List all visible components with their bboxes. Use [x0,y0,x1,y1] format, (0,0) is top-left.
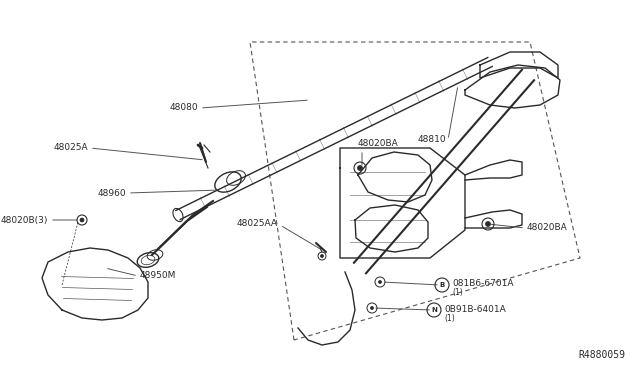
Circle shape [358,166,362,170]
Circle shape [378,280,381,283]
Text: 081B6-6701A: 081B6-6701A [452,279,513,289]
Text: 48020B(3): 48020B(3) [1,215,48,224]
Circle shape [371,307,374,310]
Text: B: B [440,282,445,288]
Text: 48960: 48960 [97,189,126,198]
Circle shape [486,221,490,227]
Circle shape [321,254,323,257]
Text: 48025AA: 48025AA [237,218,278,228]
Text: 48810: 48810 [417,135,446,144]
Text: 48080: 48080 [170,103,198,112]
Text: (1): (1) [444,314,455,323]
Text: 48025A: 48025A [53,144,88,153]
Text: R4880059: R4880059 [578,350,625,360]
Text: N: N [431,307,437,313]
Text: (1): (1) [452,289,463,298]
Circle shape [80,218,84,222]
Text: 48950M: 48950M [140,272,177,280]
Text: 48020BA: 48020BA [527,224,568,232]
Text: 48020BA: 48020BA [358,139,399,148]
Text: 0B91B-6401A: 0B91B-6401A [444,305,506,314]
